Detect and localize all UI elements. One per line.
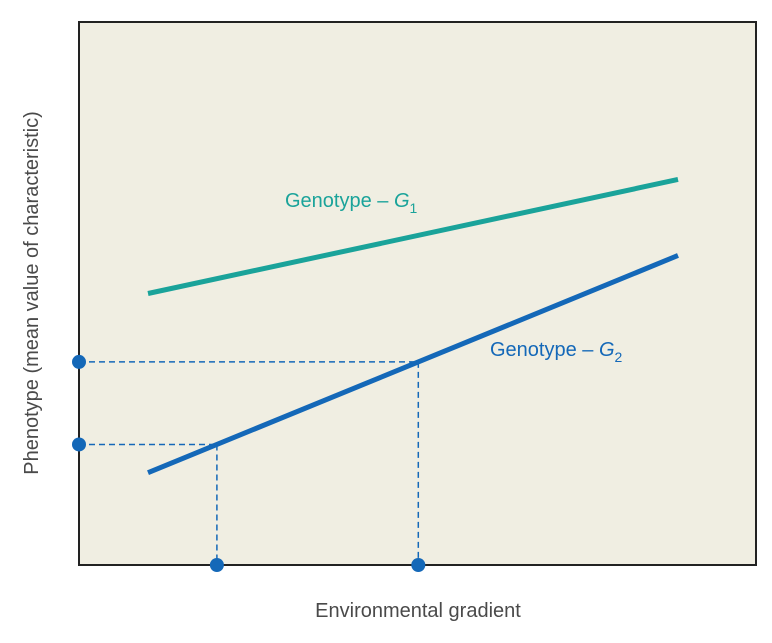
x-axis-marker-2 <box>411 558 426 572</box>
series-label-2: Genotype – G2 <box>490 339 623 365</box>
series-lines <box>147 177 679 476</box>
x-axis-marker-1 <box>209 558 224 572</box>
guide-markers <box>72 354 426 572</box>
series-labels: Genotype – G1 Genotype – G2 <box>285 190 623 365</box>
y-axis-label: Phenotype (mean value of characteristic) <box>21 111 43 475</box>
series-line-2 <box>147 253 679 476</box>
series-label-1: Genotype – G1 <box>285 190 418 216</box>
x-axis-label: Environmental gradient <box>315 600 521 622</box>
y-axis-marker-2 <box>72 354 86 369</box>
series-line-1 <box>147 177 679 296</box>
reference-guides <box>79 361 420 565</box>
y-axis-marker-1 <box>72 437 86 452</box>
plot-background <box>78 21 757 566</box>
